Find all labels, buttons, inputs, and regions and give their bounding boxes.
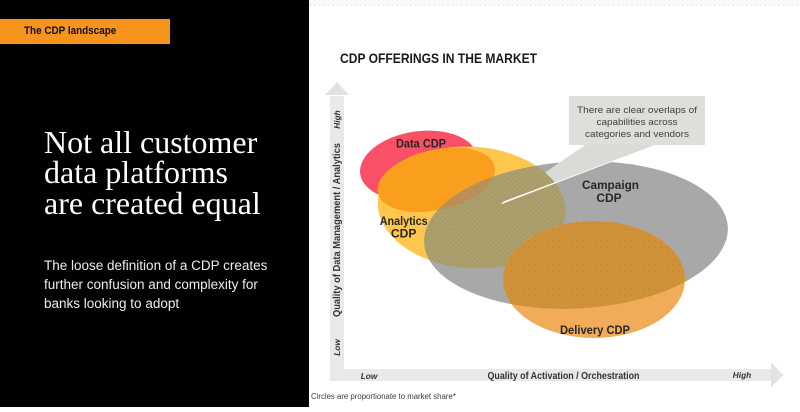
- svg-text:Analytics: Analytics: [380, 214, 428, 228]
- svg-text:CDP: CDP: [391, 227, 417, 241]
- svg-text:capabilities across: capabilities across: [597, 117, 678, 128]
- svg-text:High: High: [733, 370, 751, 380]
- svg-text:CDP: CDP: [596, 191, 621, 205]
- svg-text:categories and vendors: categories and vendors: [585, 129, 689, 140]
- svg-text:Low: Low: [361, 371, 378, 381]
- svg-text:CDP OFFERINGS IN THE MARKET: CDP OFFERINGS IN THE MARKET: [340, 50, 537, 66]
- svg-text:Campaign: Campaign: [582, 178, 639, 192]
- svg-text:Quality of Activation / Orches: Quality of Activation / Orchestration: [488, 371, 640, 382]
- svg-text:High: High: [332, 110, 342, 128]
- svg-text:Low: Low: [332, 339, 342, 356]
- svg-text:Circles are proportionate to m: Circles are proportionate to market shar…: [311, 392, 456, 401]
- svg-text:Delivery CDP: Delivery CDP: [560, 323, 630, 337]
- svg-text:There are clear overlaps of: There are clear overlaps of: [577, 105, 697, 116]
- svg-text:Data CDP: Data CDP: [396, 137, 446, 151]
- svg-text:Quality of Data Management / A: Quality of Data Management / Analytics: [332, 143, 343, 317]
